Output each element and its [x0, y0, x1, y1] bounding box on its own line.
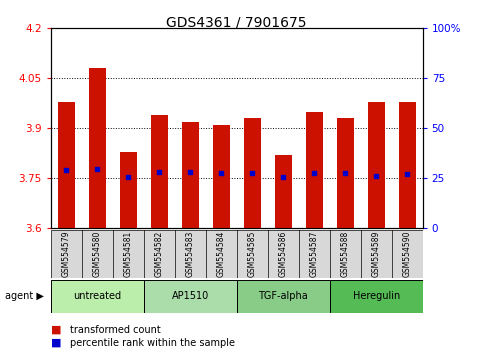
Bar	[337, 118, 354, 228]
Text: GSM554590: GSM554590	[403, 231, 412, 277]
Text: transformed count: transformed count	[70, 325, 161, 335]
Text: GSM554587: GSM554587	[310, 231, 319, 277]
Text: GSM554586: GSM554586	[279, 231, 288, 277]
Point	[156, 169, 163, 175]
Text: GSM554582: GSM554582	[155, 231, 164, 277]
Text: AP1510: AP1510	[171, 291, 209, 302]
Point	[62, 167, 70, 173]
Text: GSM554583: GSM554583	[185, 231, 195, 277]
Point	[279, 174, 287, 179]
Bar	[57, 102, 75, 228]
FancyBboxPatch shape	[51, 280, 144, 313]
Point	[93, 166, 101, 172]
Bar	[243, 118, 261, 228]
Point	[186, 169, 194, 175]
Text: GSM554579: GSM554579	[62, 231, 71, 277]
Bar	[120, 152, 137, 228]
Point	[372, 173, 380, 178]
Text: GSM554589: GSM554589	[371, 231, 381, 277]
Point	[217, 171, 225, 176]
Text: GSM554588: GSM554588	[341, 231, 350, 277]
Point	[248, 171, 256, 176]
Point	[124, 174, 132, 179]
FancyBboxPatch shape	[144, 280, 237, 313]
FancyBboxPatch shape	[237, 280, 329, 313]
Text: Heregulin: Heregulin	[353, 291, 400, 302]
Bar	[306, 112, 323, 228]
FancyBboxPatch shape	[329, 280, 423, 313]
Bar	[368, 102, 384, 228]
Point	[403, 171, 411, 177]
Bar	[151, 115, 168, 228]
Bar	[213, 125, 230, 228]
Bar	[89, 68, 106, 228]
Bar	[398, 102, 416, 228]
Text: TGF-alpha: TGF-alpha	[258, 291, 308, 302]
Text: GSM554585: GSM554585	[248, 231, 256, 277]
Text: percentile rank within the sample: percentile rank within the sample	[70, 338, 235, 348]
Text: GSM554584: GSM554584	[217, 231, 226, 277]
Bar	[275, 155, 292, 228]
Text: GSM554580: GSM554580	[93, 231, 102, 277]
Text: agent ▶: agent ▶	[5, 291, 43, 302]
Point	[310, 171, 318, 176]
Bar	[182, 122, 199, 228]
Point	[341, 171, 349, 176]
Text: ■: ■	[51, 338, 61, 348]
Text: untreated: untreated	[73, 291, 121, 302]
Text: ■: ■	[51, 325, 61, 335]
Text: GDS4361 / 7901675: GDS4361 / 7901675	[167, 16, 307, 30]
Text: GSM554581: GSM554581	[124, 231, 133, 277]
